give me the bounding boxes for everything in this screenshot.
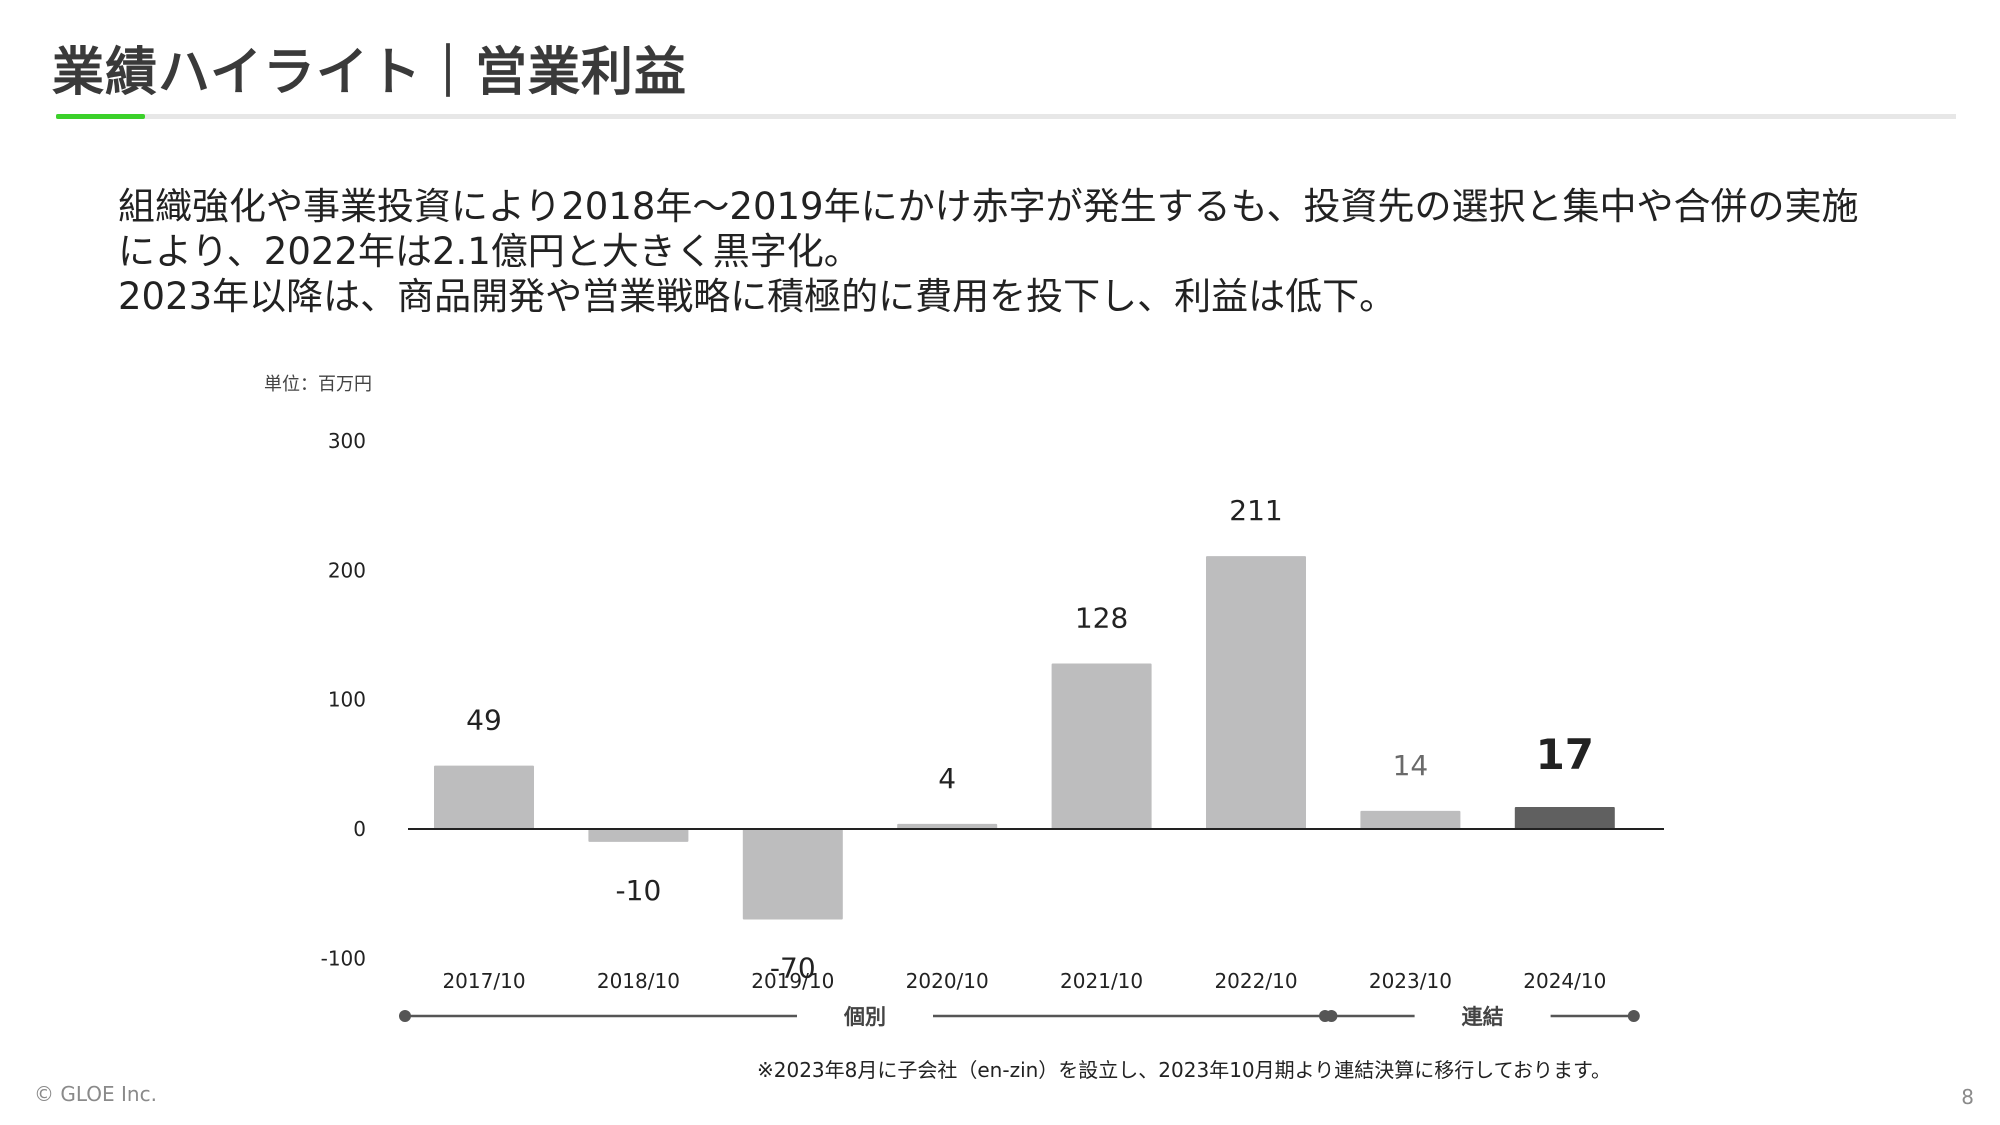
y-tick-label: 200 [328, 558, 366, 582]
title-accent-bar [56, 114, 145, 119]
x-tick-label: 2019/10 [751, 969, 834, 993]
page-number: 8 [1961, 1085, 1974, 1109]
bar [1360, 810, 1461, 829]
y-tick-label: 100 [328, 688, 366, 712]
x-tick-label: 2018/10 [597, 969, 680, 993]
x-tick-label: 2023/10 [1369, 969, 1452, 993]
description-line-3: 2023年以降は、商品開発や営業戦略に積極的に費用を投下し、利益は低下。 [118, 275, 1397, 318]
group-label: 連結 [1462, 1005, 1504, 1029]
data-label: -10 [616, 874, 662, 907]
copyright: © GLOE Inc. [34, 1082, 157, 1106]
bar [742, 829, 843, 920]
description-line-1: 組織強化や事業投資により2018年～2019年にかけ赤字が発生するも、投資先の選… [118, 185, 1859, 228]
description-text: 組織強化や事業投資により2018年～2019年にかけ赤字が発生するも、投資先の選… [118, 184, 1918, 319]
bar [1206, 556, 1306, 829]
data-label: -70 [770, 952, 816, 985]
y-tick-label: 0 [353, 817, 366, 841]
bar [588, 829, 689, 842]
title-underline [56, 114, 1956, 119]
page-title: 業績ハイライト｜営業利益 [52, 43, 687, 103]
x-tick-label: 2021/10 [1060, 969, 1143, 993]
data-label: 128 [1075, 601, 1128, 634]
bar [1514, 807, 1615, 829]
description-line-2: により、2022年は2.1億円と大きく黒字化。 [118, 230, 861, 273]
x-tick-label: 2020/10 [906, 969, 989, 993]
data-label: 4 [938, 762, 956, 795]
footnote: ※2023年8月に子会社（en-zin）を設立し、2023年10月期より連結決算… [757, 1058, 1612, 1082]
y-tick-label: 300 [328, 429, 366, 453]
x-tick-label: 2024/10 [1523, 969, 1606, 993]
group-label: 個別 [843, 1005, 886, 1029]
data-label: 14 [1393, 749, 1429, 782]
bar [897, 823, 998, 829]
x-tick-label: 2017/10 [442, 969, 525, 993]
group-bracket-dot [1627, 1010, 1640, 1022]
group-bracket-dot [1325, 1010, 1338, 1022]
data-label: 211 [1229, 494, 1282, 527]
y-tick-label: -100 [321, 946, 366, 970]
group-bracket-dot [399, 1010, 411, 1022]
bar [1051, 663, 1152, 829]
x-tick-label: 2022/10 [1214, 969, 1297, 993]
bar [434, 765, 534, 829]
unit-label: 単位：百万円 [264, 374, 372, 395]
data-label: 17 [1536, 730, 1594, 779]
data-label: 49 [466, 704, 502, 737]
